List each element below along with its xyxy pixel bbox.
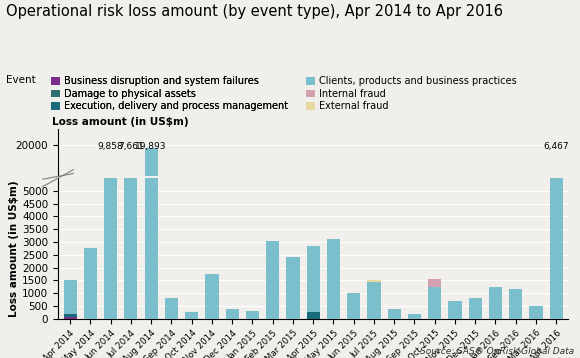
Text: 6,467: 6,467 xyxy=(543,142,569,151)
Bar xyxy=(185,312,198,319)
Bar xyxy=(327,240,340,319)
Bar xyxy=(104,355,117,358)
Text: Operational risk loss amount (by event type), Apr 2014 to Apr 2016: Operational risk loss amount (by event t… xyxy=(6,4,503,19)
Bar xyxy=(347,292,360,319)
Bar xyxy=(226,309,239,319)
Bar xyxy=(448,301,462,319)
Text: 7,661: 7,661 xyxy=(118,142,144,151)
Bar xyxy=(387,309,401,319)
Legend: Business disruption and system failures, Damage to physical assets, Execution, d: Business disruption and system failures,… xyxy=(51,77,288,111)
Bar xyxy=(489,287,502,319)
Bar xyxy=(428,279,441,287)
Bar xyxy=(469,298,482,319)
Bar xyxy=(408,314,421,319)
Bar xyxy=(550,154,563,319)
Bar xyxy=(104,67,117,319)
Bar xyxy=(144,147,158,358)
Bar xyxy=(307,246,320,312)
Text: Event: Event xyxy=(6,75,35,85)
Legend: Clients, products and business practices, Internal fraud, External fraud: Clients, products and business practices… xyxy=(306,77,517,111)
Bar xyxy=(165,298,178,319)
Bar xyxy=(367,282,380,319)
Bar xyxy=(144,0,158,319)
Bar xyxy=(266,241,280,319)
Bar xyxy=(246,311,259,319)
Bar xyxy=(84,248,97,319)
Text: Loss amount (in US$m): Loss amount (in US$m) xyxy=(52,117,189,127)
Bar xyxy=(64,317,77,319)
Text: Source: SAS® OpRisk Global Data: Source: SAS® OpRisk Global Data xyxy=(420,347,574,356)
Text: 19,893: 19,893 xyxy=(135,142,167,151)
Bar xyxy=(509,289,523,319)
Y-axis label: Loss amount (in US$m): Loss amount (in US$m) xyxy=(9,180,19,317)
Bar xyxy=(124,123,137,319)
Bar xyxy=(205,274,219,319)
Bar xyxy=(307,312,320,319)
Text: 9,858: 9,858 xyxy=(98,142,124,151)
Bar xyxy=(530,306,542,319)
Bar xyxy=(367,280,380,282)
Bar xyxy=(64,280,77,314)
Bar xyxy=(64,314,77,317)
Bar xyxy=(287,257,299,319)
Bar xyxy=(428,287,441,319)
